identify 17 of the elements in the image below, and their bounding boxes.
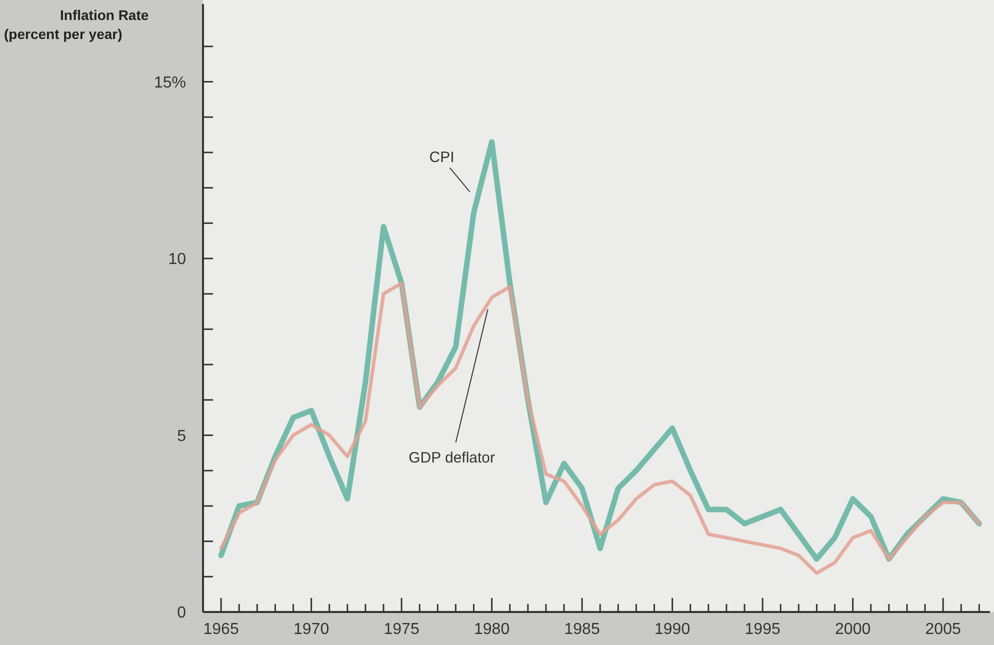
x-tick-label: 2000	[835, 621, 871, 638]
y-tick-label: 15%	[154, 74, 186, 92]
x-tick-label: 1980	[474, 621, 510, 638]
line-series	[219, 282, 981, 575]
y-tick-label: 10	[168, 251, 186, 268]
y-tick-label: 5	[177, 428, 186, 445]
x-tick-label: 1970	[294, 621, 330, 638]
x-tick-label: 2005	[925, 621, 961, 638]
text: CPI	[429, 148, 454, 166]
y-axis-title: Inflation Rate (percent per year)	[4, 7, 149, 42]
text: GDP deflator	[408, 449, 496, 466]
x-tick-label: 1975	[384, 621, 420, 638]
x-tick-label: 1995	[744, 621, 780, 638]
x-tick-label: 1985	[564, 621, 600, 638]
y-tick-label: 0	[177, 604, 186, 622]
x-tick-label: 1965	[203, 621, 239, 638]
x-tick-label: 1990	[654, 621, 690, 638]
